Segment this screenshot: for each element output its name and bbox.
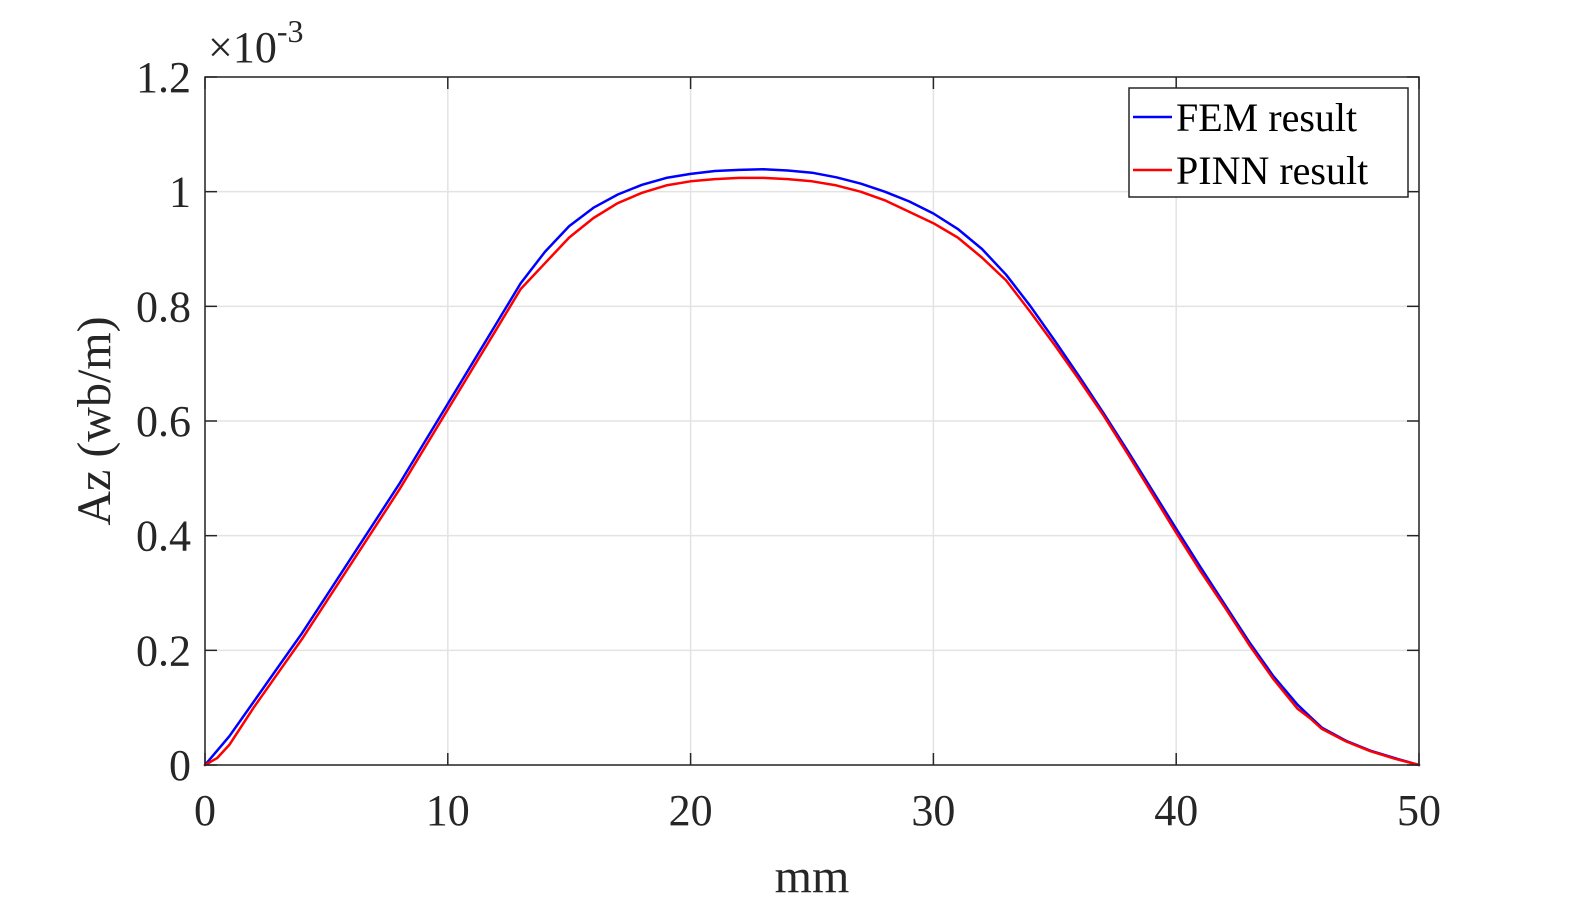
legend-label-pinn: PINN result <box>1176 148 1368 193</box>
legend-box <box>1128 87 1409 198</box>
series-lines <box>203 168 1421 767</box>
y-exponent-power: -3 <box>277 13 304 49</box>
tick-labels: 0 10 20 30 40 50 0 0.2 0.4 0.6 0.8 1 1.2 <box>136 53 1441 835</box>
y-tick-label: 0.8 <box>136 282 191 331</box>
series-line-pinn <box>203 176 1421 767</box>
x-axis-title: mm <box>775 850 850 903</box>
y-tick-label: 1.2 <box>136 53 191 102</box>
y-tick-label: 1 <box>169 168 191 217</box>
x-tick-label: 20 <box>669 786 713 835</box>
y-tick-label: 0.4 <box>136 512 191 561</box>
x-tick-label: 10 <box>426 786 470 835</box>
series-line-fem <box>203 168 1421 767</box>
x-tick-label: 0 <box>194 786 216 835</box>
legend: FEM result PINN result <box>1128 87 1409 198</box>
x-tick-label: 50 <box>1397 786 1441 835</box>
x-tick-label: 30 <box>911 786 955 835</box>
axis-ticks <box>204 76 1420 766</box>
y-axis-exponent: ×10-3 <box>208 13 303 72</box>
y-exponent-base: ×10 <box>208 23 277 72</box>
y-tick-label: 0 <box>169 741 191 790</box>
x-tick-label: 40 <box>1154 786 1198 835</box>
legend-label-fem: FEM result <box>1176 95 1357 140</box>
y-axis-title: Az (wb/m) <box>68 316 121 525</box>
y-tick-label: 0.6 <box>136 397 191 446</box>
y-tick-label: 0.2 <box>136 626 191 675</box>
